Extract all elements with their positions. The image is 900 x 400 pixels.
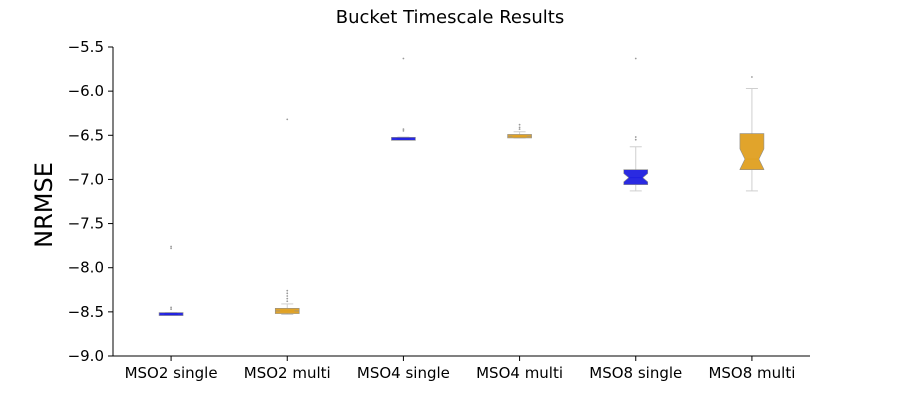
- y-tick-label: −6.5: [68, 126, 104, 144]
- outlier-point: [402, 57, 405, 60]
- x-tick-label: MSO8 single: [589, 364, 682, 382]
- outlier-point: [634, 138, 637, 141]
- x-ticks: MSO2 single MSO2 multi MSO4 single MSO4 mul…: [125, 356, 795, 382]
- y-tick-label: −5.5: [68, 38, 104, 56]
- outlier-point: [402, 128, 405, 131]
- axes: [112, 47, 810, 357]
- boxes: [158, 57, 765, 316]
- y-tick-label: −8.5: [68, 303, 104, 321]
- box-3: [391, 57, 416, 141]
- chart-title: Bucket Timescale Results: [336, 7, 564, 28]
- outlier-point: [286, 295, 289, 297]
- box-1: [158, 245, 184, 316]
- outlier-point: [170, 308, 172, 311]
- x-tick-label: MSO2 multi: [244, 364, 331, 382]
- outlier-point: [170, 247, 172, 250]
- outlier-point: [286, 300, 289, 303]
- y-ticks: −9.0 −8.5 −8.0 −7.5 −7.0 −6.5 −6.0 −5.5: [68, 38, 113, 365]
- outlier-point: [518, 128, 521, 131]
- box-2: [274, 118, 300, 316]
- outlier-point: [286, 289, 289, 292]
- x-tick-label: MSO4 multi: [476, 364, 563, 382]
- outlier-point: [286, 118, 289, 121]
- outlier-point: [634, 136, 637, 138]
- outlier-point: [751, 76, 753, 78]
- y-tick-label: −9.0: [68, 347, 104, 365]
- outlier-point: [634, 57, 637, 60]
- x-tick-label: MSO2 single: [125, 364, 218, 382]
- outlier-point: [170, 306, 172, 309]
- outlier-point: [402, 129, 405, 132]
- y-tick-label: −7.0: [68, 170, 104, 188]
- x-tick-label: MSO8 multi: [708, 364, 795, 382]
- outlier-point: [518, 126, 521, 129]
- y-tick-label: −7.5: [68, 215, 104, 233]
- outlier-point: [518, 123, 521, 126]
- outlier-point: [286, 292, 289, 295]
- box-6: [739, 76, 765, 192]
- y-axis-label: NRMSE: [30, 162, 58, 248]
- outlier-point: [286, 297, 289, 300]
- box-4: [507, 123, 532, 139]
- box-body: [739, 133, 765, 171]
- outlier-point: [170, 245, 172, 248]
- y-tick-label: −8.0: [68, 259, 104, 277]
- y-tick-label: −6.0: [68, 82, 104, 100]
- box-5: [623, 57, 649, 192]
- x-tick-label: MSO4 single: [357, 364, 450, 382]
